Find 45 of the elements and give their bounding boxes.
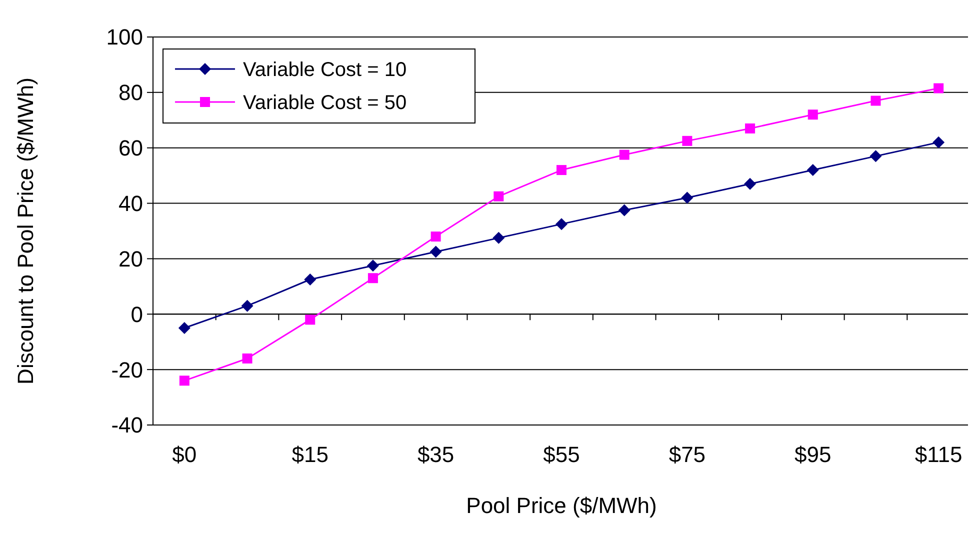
point <box>682 136 692 146</box>
point <box>932 136 945 148</box>
y-tick-label: 0 <box>130 302 143 327</box>
point <box>744 178 756 190</box>
point <box>619 150 630 160</box>
point <box>618 204 630 216</box>
point <box>366 260 379 272</box>
y-tick-label: -20 <box>111 357 143 382</box>
y-tick-label: 20 <box>118 246 143 272</box>
point <box>305 314 316 325</box>
x-tick-label: $0 <box>172 442 197 467</box>
point <box>556 165 566 176</box>
point <box>179 376 190 386</box>
y-tick-label: 60 <box>118 136 143 161</box>
point <box>178 322 190 334</box>
x-tick-label: $95 <box>794 442 832 467</box>
x-tick-label: $115 <box>914 442 962 467</box>
y-tick-label: -40 <box>111 412 143 438</box>
point <box>745 123 756 134</box>
point <box>494 191 504 202</box>
y-axis-title: Discount to Pool Price ($/MWh) <box>13 78 38 384</box>
point <box>806 164 819 176</box>
point <box>304 274 316 286</box>
point <box>870 96 881 106</box>
point <box>870 150 882 162</box>
x-tick-label: $55 <box>543 442 580 467</box>
x-tick-label: $35 <box>417 442 454 467</box>
y-tick-label: 100 <box>106 24 143 50</box>
point <box>430 232 441 242</box>
point <box>681 192 694 204</box>
legend-label: Variable Cost = 10 <box>243 59 407 81</box>
y-tick-label: 40 <box>118 190 143 216</box>
x-axis-title: Pool Price ($/MWh) <box>466 493 657 518</box>
point <box>242 353 252 364</box>
x-tick-label: $75 <box>668 442 706 467</box>
point <box>368 273 378 284</box>
legend-label: Variable Cost = 50 <box>243 92 407 114</box>
point <box>556 218 568 230</box>
point <box>934 83 944 94</box>
point <box>430 246 442 258</box>
point <box>492 232 505 244</box>
y-tick-label: 80 <box>118 80 143 106</box>
x-tick-label: $15 <box>292 442 328 467</box>
point <box>241 300 254 312</box>
point <box>808 110 818 120</box>
